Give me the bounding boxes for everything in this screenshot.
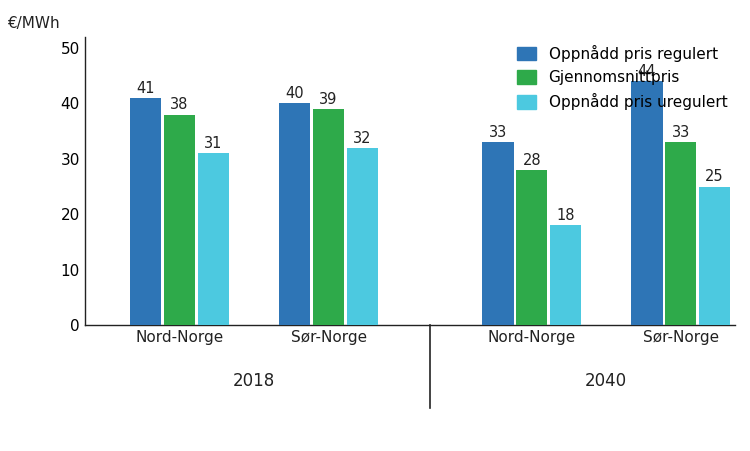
- Text: 41: 41: [136, 81, 155, 96]
- Bar: [347, 148, 378, 325]
- Text: 40: 40: [286, 86, 304, 101]
- Text: 31: 31: [204, 136, 223, 151]
- Text: 44: 44: [638, 64, 656, 79]
- Legend: Oppnådd pris regulert, Gjennomsnittpris, Oppnådd pris uregulert: Oppnådd pris regulert, Gjennomsnittpris,…: [517, 45, 728, 110]
- Bar: [665, 142, 697, 325]
- Text: 33: 33: [672, 125, 690, 140]
- Text: 38: 38: [170, 97, 189, 112]
- Bar: [198, 153, 229, 325]
- Text: 2040: 2040: [585, 372, 627, 390]
- Bar: [550, 226, 581, 325]
- Bar: [130, 98, 161, 325]
- Text: 32: 32: [353, 131, 372, 146]
- Bar: [632, 81, 662, 325]
- Bar: [313, 109, 344, 325]
- Text: €/MWh: €/MWh: [7, 16, 59, 31]
- Text: 33: 33: [489, 125, 507, 140]
- Bar: [699, 187, 730, 325]
- Text: 39: 39: [320, 92, 338, 107]
- Bar: [482, 142, 514, 325]
- Text: 18: 18: [556, 208, 575, 223]
- Bar: [279, 103, 310, 325]
- Text: 2018: 2018: [233, 372, 275, 390]
- Bar: [516, 170, 548, 325]
- Text: 28: 28: [523, 153, 541, 168]
- Bar: [164, 115, 195, 325]
- Text: 25: 25: [705, 170, 724, 184]
